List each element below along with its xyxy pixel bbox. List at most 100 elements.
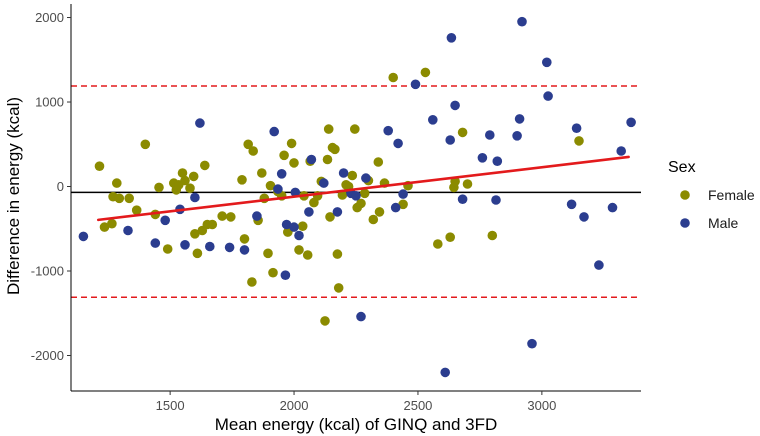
data-point-female — [388, 72, 399, 83]
data-point-male — [383, 125, 394, 136]
data-point-female — [207, 219, 218, 230]
data-point-female — [154, 182, 164, 193]
x-tick-label: 2500 — [403, 398, 432, 413]
legend-title: Sex — [668, 159, 696, 176]
data-point-male — [457, 194, 468, 204]
data-point-female — [333, 283, 344, 293]
y-tick-label: 0 — [57, 179, 64, 194]
x-tick-label: 1500 — [156, 398, 185, 413]
data-point-female — [322, 154, 333, 165]
data-point-female — [320, 316, 330, 326]
data-point-male — [338, 168, 349, 178]
data-point-male — [180, 240, 190, 250]
data-point-male — [579, 212, 589, 222]
data-point-male — [512, 131, 522, 141]
data-point-female — [279, 150, 289, 161]
y-tick-label: -1000 — [31, 264, 64, 279]
data-point-female — [374, 207, 385, 217]
data-point-female — [337, 190, 348, 200]
data-point-male — [450, 100, 460, 111]
data-point-male — [269, 126, 280, 137]
legend: Sex Female Male — [668, 159, 755, 231]
data-point-male — [280, 270, 291, 281]
data-point-male — [319, 178, 329, 188]
data-point-female — [325, 212, 335, 222]
data-point-male — [78, 231, 89, 242]
data-point-male — [361, 173, 371, 183]
data-point-male — [616, 146, 626, 156]
data-point-male — [252, 211, 262, 221]
data-point-female — [140, 139, 151, 150]
data-point-female — [420, 67, 431, 78]
data-point-male — [290, 187, 301, 198]
data-point-female — [185, 183, 195, 193]
data-point-male — [492, 156, 503, 166]
data-point-female — [237, 175, 247, 185]
data-point-male — [543, 91, 553, 101]
x-tick-label: 2000 — [280, 398, 309, 413]
data-point-female — [297, 221, 308, 231]
data-point-female — [263, 248, 273, 259]
y-tick-label: 1000 — [35, 95, 64, 110]
data-point-female — [373, 157, 384, 167]
legend-label-female: Female — [708, 187, 755, 203]
data-point-male — [289, 222, 299, 232]
data-point-female — [190, 229, 200, 239]
data-point-male — [351, 191, 361, 201]
x-tick-label: 3000 — [527, 398, 556, 413]
data-point-female — [239, 234, 250, 244]
data-point-male — [393, 138, 403, 149]
data-point-male — [224, 242, 235, 253]
data-point-female — [289, 158, 299, 168]
data-point-female — [248, 146, 258, 156]
data-point-male — [276, 169, 287, 179]
data-point-male — [517, 16, 527, 27]
data-point-female — [226, 212, 236, 222]
data-point-female — [99, 222, 110, 232]
data-point-male — [446, 33, 457, 43]
data-point-female — [294, 245, 304, 255]
data-point-male — [160, 215, 170, 226]
data-point-female — [330, 144, 340, 155]
data-point-female — [433, 239, 443, 249]
data-point-female — [112, 178, 122, 188]
data-point-female — [94, 161, 105, 171]
data-point-male — [306, 154, 317, 165]
data-point-female — [302, 250, 313, 260]
legend-key-female — [680, 190, 690, 200]
plot-marks — [71, 16, 641, 378]
data-point-female — [124, 193, 134, 204]
data-point-male — [273, 184, 283, 194]
y-axis-title: Difference in energy (kcal) — [4, 97, 23, 295]
data-point-female — [457, 127, 468, 138]
data-point-male — [514, 114, 525, 124]
data-point-female — [332, 249, 343, 259]
data-point-male — [304, 207, 314, 217]
data-point-female — [247, 277, 257, 287]
data-point-male — [281, 219, 292, 230]
data-point-male — [626, 117, 636, 128]
data-point-male — [428, 115, 438, 125]
data-point-male — [410, 79, 421, 90]
x-axis-title: Mean energy (kcal) of GINQ and 3FD — [215, 415, 498, 434]
data-point-female — [487, 230, 498, 241]
data-point-male — [294, 230, 304, 241]
data-point-male — [527, 338, 537, 349]
legend-key-male — [680, 218, 690, 228]
data-point-male — [594, 260, 604, 270]
data-point-female — [107, 218, 117, 229]
y-tick-label: 2000 — [35, 10, 64, 25]
regression-line — [96, 155, 630, 222]
data-point-female — [188, 171, 199, 182]
data-point-female — [177, 168, 188, 178]
data-point-female — [192, 248, 203, 259]
data-point-female — [286, 138, 297, 149]
data-point-female — [243, 139, 253, 150]
data-point-female — [356, 198, 366, 209]
data-point-female — [217, 211, 227, 221]
data-point-male — [485, 130, 495, 140]
data-point-female — [114, 193, 125, 204]
data-point-male — [398, 189, 408, 199]
